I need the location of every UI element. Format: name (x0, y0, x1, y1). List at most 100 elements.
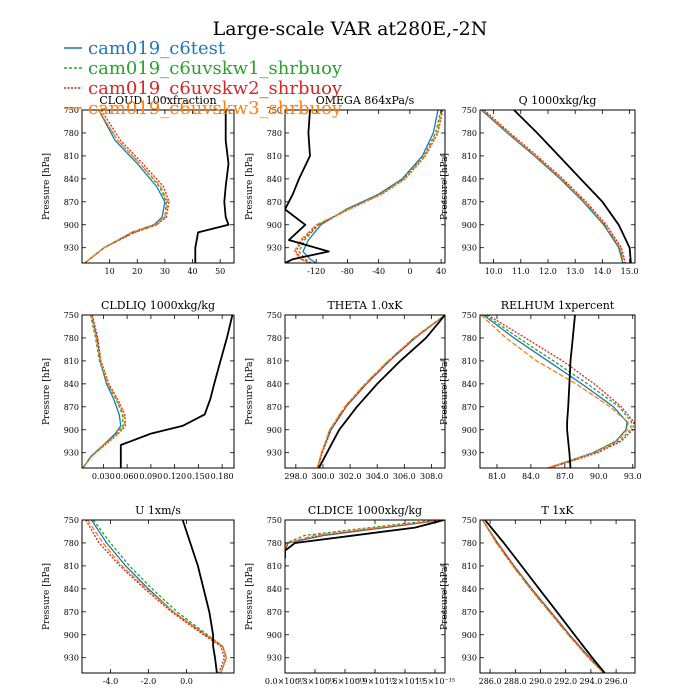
series-line-1 (92, 520, 228, 673)
series-line-2 (295, 110, 444, 263)
xtick-label: 0.0 (180, 677, 193, 686)
ytick-label: 750 (267, 106, 282, 115)
ytick-label: 900 (64, 221, 79, 230)
ytick-label: 780 (64, 129, 79, 138)
ylabel: Pressure [hPa] (440, 153, 450, 220)
series-lines (481, 520, 606, 673)
ytick-label: 810 (64, 152, 79, 161)
ytick-label: 870 (267, 198, 282, 207)
ytick-label: 840 (64, 585, 79, 594)
panel-title: T 1xK (541, 504, 574, 517)
ytick-label: 930 (462, 654, 477, 663)
ylabel: Pressure [hPa] (42, 358, 52, 425)
ytick-label: 810 (64, 357, 79, 366)
xtick-label: 40 (187, 267, 197, 276)
ytick-label: 750 (64, 311, 79, 320)
panel-title: CLDLIQ 1000xkg/kg (101, 299, 215, 312)
panel-title: OMEGA 864xPa/s (316, 94, 415, 107)
ytick-label: 900 (267, 221, 282, 230)
ytick-label: 810 (462, 357, 477, 366)
series-line-0 (82, 315, 122, 468)
series-line-3 (482, 110, 625, 263)
ytick-label: 810 (462, 562, 477, 571)
ytick-label: 840 (462, 585, 477, 594)
ytick-label: 750 (267, 311, 282, 320)
xtick-label: -4.0 (103, 677, 118, 686)
ylabel: Pressure [hPa] (440, 563, 450, 630)
series-lines (316, 315, 445, 468)
ytick-label: 840 (267, 380, 282, 389)
panel-title: CLOUD 100xfraction (99, 94, 216, 107)
xtick-label: 12.0 (539, 267, 557, 276)
xtick-label: -80 (341, 267, 354, 276)
plot-frame (81, 519, 235, 674)
xtick-label: -120 (307, 267, 325, 276)
xtick-label: 0.150 (187, 472, 210, 481)
ytick-label: 840 (462, 175, 477, 184)
series-line-4 (285, 110, 330, 263)
plot-frame (479, 314, 636, 469)
ytick-label: 750 (267, 516, 282, 525)
xtick-label: 20 (132, 267, 142, 276)
series-line-3 (285, 520, 442, 559)
xtick-label: 0.6×10⁻¹⁵ (325, 677, 365, 686)
xtick-label: 40 (436, 267, 446, 276)
series-line-4 (513, 110, 632, 263)
xtick-label: 90.0 (590, 472, 608, 481)
xtick-label: 10.0 (485, 267, 503, 276)
xtick-label: 1.5×10⁻¹⁵ (415, 677, 455, 686)
ytick-label: 810 (462, 152, 477, 161)
xtick-label: 292.0 (554, 677, 577, 686)
series-line-2 (84, 110, 170, 263)
ytick-label: 810 (267, 562, 282, 571)
ytick-label: 840 (462, 380, 477, 389)
legend-entry: cam019_c6uvskw3_shrbuoy (88, 98, 343, 119)
panel-title: Q 1000xkg/kg (519, 94, 597, 107)
xtick-label: 296.0 (605, 677, 628, 686)
xtick-label: 15.0 (621, 267, 639, 276)
xtick-label: 288.0 (504, 677, 527, 686)
series-lines (84, 110, 230, 263)
ytick-label: 900 (462, 631, 477, 640)
ytick-label: 900 (462, 221, 477, 230)
ytick-label: 840 (64, 380, 79, 389)
ytick-label: 750 (64, 516, 79, 525)
xtick-label: 11.0 (512, 267, 530, 276)
ytick-label: 870 (64, 198, 79, 207)
series-line-1 (285, 520, 436, 559)
series-line-4 (194, 110, 230, 263)
ytick-label: 780 (462, 129, 477, 138)
xtick-label: 10 (105, 267, 115, 276)
series-line-4 (484, 520, 606, 673)
xtick-label: 0.3×10⁻¹⁵ (295, 677, 335, 686)
series-line-3 (84, 110, 169, 263)
series-lines (85, 520, 228, 673)
xtick-label: 0.060 (116, 472, 139, 481)
panel-title: U 1xm/s (135, 504, 181, 517)
ytick-label: 810 (267, 357, 282, 366)
ytick-label: 750 (64, 106, 79, 115)
ytick-label: 900 (267, 426, 282, 435)
series-line-3 (481, 520, 604, 673)
ytick-label: 780 (267, 129, 282, 138)
ytick-label: 780 (462, 334, 477, 343)
ytick-label: 870 (462, 608, 477, 617)
xtick-label: 290.0 (529, 677, 552, 686)
ytick-label: 870 (462, 198, 477, 207)
series-line-1 (82, 315, 124, 468)
series-line-2 (317, 315, 445, 468)
series-line-4 (285, 520, 445, 559)
ytick-label: 750 (462, 516, 477, 525)
ylabel: Pressure [hPa] (245, 563, 255, 630)
series-line-4 (318, 315, 445, 468)
ytick-label: 780 (462, 539, 477, 548)
ytick-label: 930 (267, 244, 282, 253)
ytick-label: 930 (267, 449, 282, 458)
ytick-label: 870 (267, 403, 282, 412)
ytick-label: 780 (64, 334, 79, 343)
panel-7: 7507808108408709009300.0×10⁻¹⁵0.3×10⁻¹⁵0… (245, 504, 455, 686)
panel-5: 750 780 810 840 870 900 930 81.0 84.0 87.0 90.0 93.… (440, 299, 642, 481)
xtick-label: 294.0 (579, 677, 602, 686)
series-line-2 (285, 520, 443, 559)
ylabel: Pressure [hPa] (245, 358, 255, 425)
